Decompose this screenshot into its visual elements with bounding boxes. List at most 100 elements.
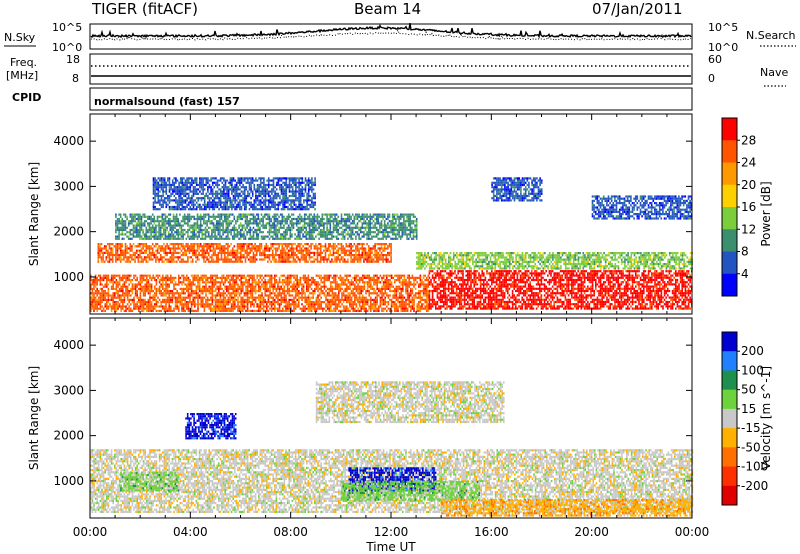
power-cell xyxy=(228,281,230,283)
power-cell xyxy=(311,297,313,299)
power-cell xyxy=(309,305,311,307)
power-cell xyxy=(180,299,182,301)
power-cell xyxy=(149,252,151,254)
power-cell xyxy=(298,286,300,288)
power-cell xyxy=(505,281,507,283)
power-cell xyxy=(235,258,237,260)
power-cell xyxy=(271,283,273,285)
power-cell xyxy=(405,299,407,301)
power-cell xyxy=(149,301,151,303)
power-cell xyxy=(441,277,443,279)
power-cell xyxy=(485,292,487,294)
power-cell xyxy=(342,261,344,263)
power-cell xyxy=(276,288,278,290)
power-cell xyxy=(320,252,322,254)
power-cell xyxy=(420,283,422,285)
power-cell xyxy=(221,250,223,252)
power-cell xyxy=(470,288,472,290)
power-cell xyxy=(336,305,338,307)
power-cell xyxy=(573,279,575,281)
power-cell xyxy=(226,310,228,312)
power-cell xyxy=(143,308,145,310)
power-cell xyxy=(106,250,108,252)
power-cell xyxy=(420,301,422,303)
power-cell xyxy=(254,258,256,260)
power-cell xyxy=(497,277,499,279)
power-cell xyxy=(253,286,255,288)
power-cell xyxy=(285,258,287,260)
power-cell xyxy=(389,286,391,288)
power-cell xyxy=(384,283,386,285)
power-cell xyxy=(365,299,367,301)
power-cell xyxy=(304,310,306,312)
power-cell xyxy=(299,252,301,254)
power-cell xyxy=(194,245,196,247)
power-cell xyxy=(115,258,117,260)
power-cell xyxy=(558,305,560,307)
power-cell xyxy=(378,294,380,296)
power-cell xyxy=(224,256,226,258)
power-cell xyxy=(149,299,151,301)
power-cell xyxy=(415,283,417,285)
power-cell xyxy=(394,288,396,290)
power-cell xyxy=(388,288,390,290)
power-cell xyxy=(549,270,551,272)
power-cell xyxy=(93,292,95,294)
power-cell xyxy=(314,281,316,283)
power-cell xyxy=(98,256,100,258)
power-cell xyxy=(443,297,445,299)
power-cell xyxy=(264,275,266,277)
power-cell xyxy=(341,245,343,247)
power-cell xyxy=(494,288,496,290)
power-cell xyxy=(493,305,495,307)
power-cell xyxy=(520,292,522,294)
power-cell xyxy=(481,283,483,285)
power-cell xyxy=(486,286,488,288)
power-cell xyxy=(102,247,104,249)
power-cell xyxy=(101,297,103,299)
power-cell xyxy=(106,308,108,310)
power-cell xyxy=(566,277,568,279)
power-cell xyxy=(234,297,236,299)
power-cell xyxy=(162,258,164,260)
power-cell xyxy=(216,288,218,290)
power-cell xyxy=(194,252,196,254)
power-cell xyxy=(486,283,488,285)
power-cell xyxy=(119,275,121,277)
power-cell xyxy=(285,252,287,254)
power-cell xyxy=(404,303,406,305)
power-cell xyxy=(373,290,375,292)
power-cell xyxy=(205,277,207,279)
power-cell xyxy=(133,303,135,305)
power-cell xyxy=(430,279,432,281)
power-cell xyxy=(173,279,175,281)
power-cell xyxy=(491,270,493,272)
power-cell xyxy=(237,290,239,292)
power-cell xyxy=(263,299,265,301)
power-cell xyxy=(107,256,109,258)
power-cell xyxy=(367,286,369,288)
power-cell xyxy=(531,308,533,310)
power-cell xyxy=(351,283,353,285)
power-cell xyxy=(319,305,321,307)
power-cell xyxy=(346,279,348,281)
power-cell xyxy=(423,308,425,310)
power-cell xyxy=(158,247,160,249)
power-cell xyxy=(334,261,336,263)
power-cell xyxy=(573,272,575,274)
power-cell xyxy=(291,254,293,256)
power-cell xyxy=(440,281,442,283)
power-cell xyxy=(426,299,428,301)
power-cell xyxy=(156,281,158,283)
power-cell xyxy=(518,288,520,290)
power-cell xyxy=(384,275,386,277)
power-cell xyxy=(328,277,330,279)
power-cell xyxy=(148,299,150,301)
power-cell xyxy=(357,279,359,281)
power-cell xyxy=(507,305,509,307)
power-cell xyxy=(189,286,191,288)
power-cell xyxy=(499,288,501,290)
power-cell xyxy=(356,279,358,281)
power-cell xyxy=(244,305,246,307)
power-cell xyxy=(141,286,143,288)
